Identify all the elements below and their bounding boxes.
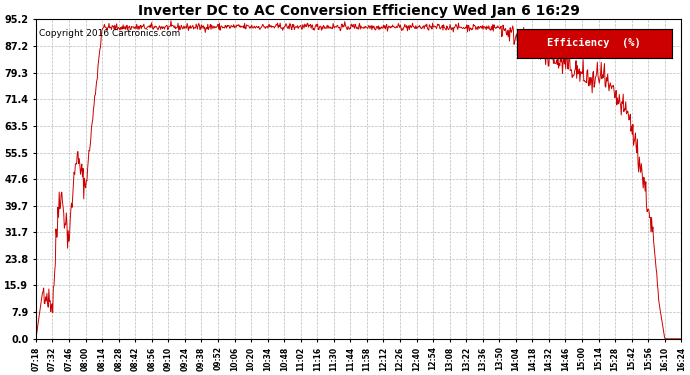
Title: Inverter DC to AC Conversion Efficiency Wed Jan 6 16:29: Inverter DC to AC Conversion Efficiency … <box>138 4 580 18</box>
Text: Copyright 2016 Cartronics.com: Copyright 2016 Cartronics.com <box>39 29 180 38</box>
